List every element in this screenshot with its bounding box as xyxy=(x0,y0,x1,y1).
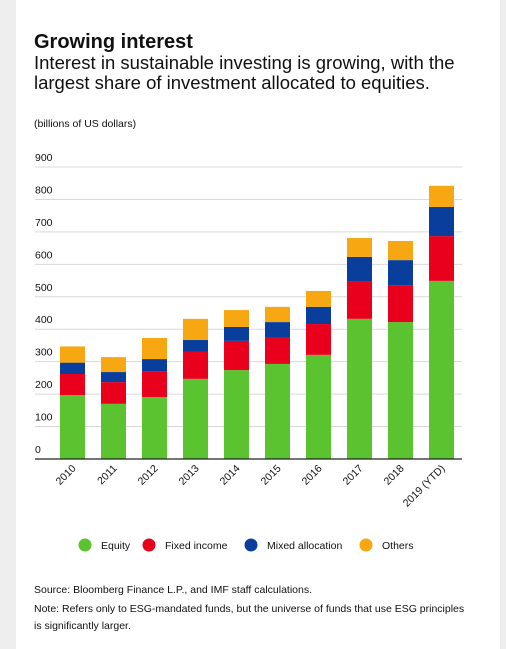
chart-title: Growing interest xyxy=(34,31,193,53)
y-tick-label: 400 xyxy=(35,314,53,326)
x-tick-label: 2018 xyxy=(382,463,407,488)
bar-segment xyxy=(101,357,126,373)
bar-segment xyxy=(429,206,454,237)
bar-segment xyxy=(60,346,85,363)
bar-segment xyxy=(60,395,85,459)
y-tick-label: 300 xyxy=(35,347,53,359)
x-tick-label: 2017 xyxy=(341,463,366,488)
bar-segment xyxy=(224,310,249,327)
bar-segment xyxy=(347,256,372,282)
legend-marker xyxy=(78,538,92,552)
bar-segment xyxy=(388,285,413,323)
bar-segment xyxy=(60,362,85,374)
x-tick-label: 2016 xyxy=(300,463,325,488)
bar-segment xyxy=(224,340,249,371)
x-tick-label: 2013 xyxy=(177,463,202,488)
legend-label: Mixed allocation xyxy=(267,540,342,552)
bar-segment xyxy=(306,354,331,459)
legend-marker xyxy=(142,538,156,552)
legend-marker xyxy=(359,538,373,552)
bar-segment xyxy=(142,359,167,372)
y-tick-label: 100 xyxy=(35,412,53,424)
bar-segment xyxy=(429,280,454,459)
y-tick-label: 0 xyxy=(35,444,41,456)
y-axis-label: (billions of US dollars) xyxy=(34,118,137,130)
legend-label: Equity xyxy=(101,540,131,552)
bar-segment xyxy=(265,306,290,323)
x-tick-label: 2019 (YTD) xyxy=(401,463,448,510)
y-tick-label: 900 xyxy=(35,152,53,164)
bar-segment xyxy=(388,322,413,459)
bar-segment xyxy=(306,290,331,307)
y-tick-label: 500 xyxy=(35,282,53,294)
legend-label: Others xyxy=(382,540,414,552)
bar-segment xyxy=(101,382,126,404)
bar-segment xyxy=(306,306,331,325)
legend-label: Fixed income xyxy=(165,540,228,552)
y-tick-label: 800 xyxy=(35,184,53,196)
bar-segment xyxy=(347,238,372,257)
y-tick-label: 200 xyxy=(35,379,53,391)
y-tick-label: 700 xyxy=(35,217,53,229)
x-tick-label: 2012 xyxy=(136,463,161,488)
source: Source: Bloomberg Finance L.P., and IMF … xyxy=(34,584,313,596)
bar-segment xyxy=(265,363,290,459)
bar-segment xyxy=(306,324,331,355)
chart-subtitle: Interest in sustainable investing is gro… xyxy=(34,52,455,93)
bar-segment xyxy=(347,281,372,319)
bar-segment xyxy=(224,370,249,459)
x-tick-label: 2010 xyxy=(54,463,79,488)
bar-segment xyxy=(265,322,290,338)
bar-segment xyxy=(429,236,454,281)
bar-segment xyxy=(183,339,208,352)
bar-segment xyxy=(183,318,208,340)
x-tick-label: 2014 xyxy=(218,463,243,488)
note: Note: Refers only to ESG-mandated funds,… xyxy=(34,603,465,632)
legend-marker xyxy=(244,538,258,552)
x-tick-label: 2011 xyxy=(95,463,120,488)
bar-segment xyxy=(60,373,85,396)
bar-segment xyxy=(183,378,208,459)
bar-segment xyxy=(429,185,454,207)
bar-segment xyxy=(101,403,126,459)
bar-segment xyxy=(388,260,413,286)
bar-segment xyxy=(224,326,249,341)
y-tick-label: 600 xyxy=(35,249,53,261)
x-tick-label: 2015 xyxy=(259,463,284,488)
bar-segment xyxy=(347,318,372,459)
bar-segment xyxy=(142,371,167,398)
bar-segment xyxy=(142,337,167,360)
bar-segment xyxy=(265,337,290,364)
bar-segment xyxy=(101,372,126,383)
card: Growing interest Interest in sustainable… xyxy=(16,0,500,649)
bar-segment xyxy=(183,351,208,379)
bar-segment xyxy=(142,397,167,459)
bar-segment xyxy=(388,240,413,261)
